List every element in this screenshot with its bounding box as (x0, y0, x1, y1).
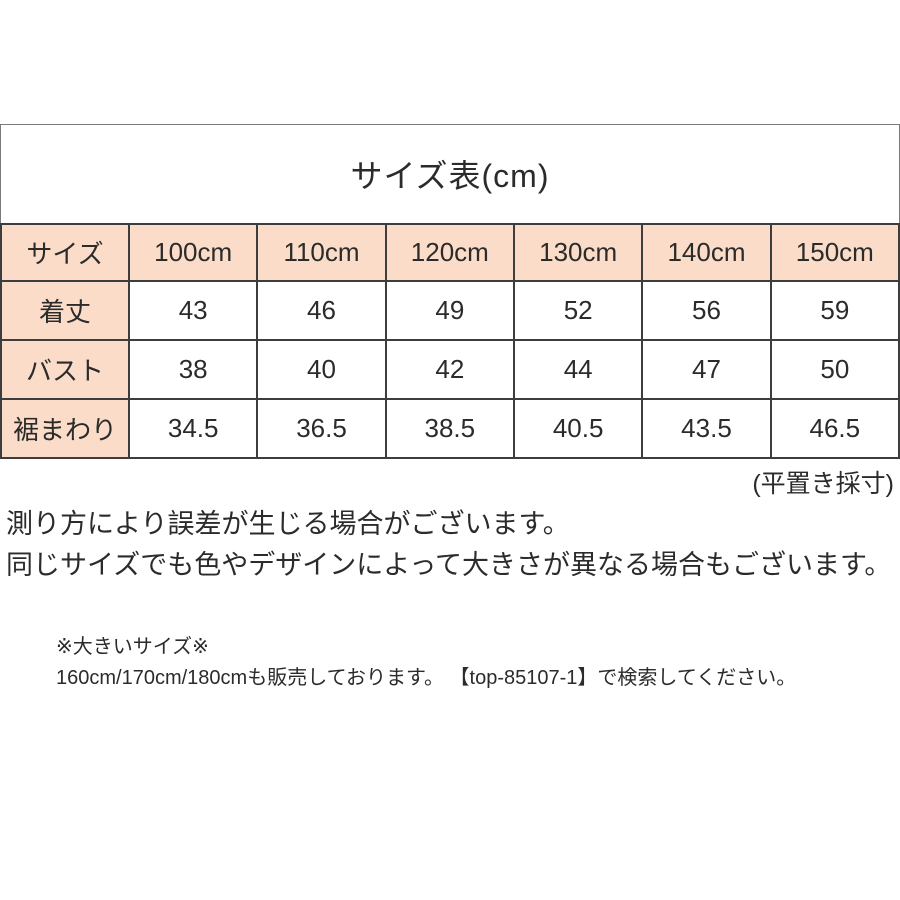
table-cell: 47 (641, 339, 772, 400)
table-row-hem: 裾まわり 34.5 36.5 38.5 40.5 43.5 46.5 (0, 398, 900, 459)
disclaimer-line-2: 同じサイズでも色やデザインによって大きさが異なる場合もございます。 (6, 550, 892, 580)
table-header-cell-140cm: 140cm (641, 223, 772, 282)
page-title: サイズ表(cm) (350, 158, 550, 194)
table-header-cell-110cm: 110cm (256, 223, 387, 282)
big-size-note-text: 160cm/170cm/180cmも販売しております。 【top-85107-1… (56, 667, 797, 689)
table-cell: 40.5 (512, 398, 644, 459)
disclaimer-line-1: 測り方により誤差が生じる場合がございます。 (6, 509, 570, 539)
table-header-cell-100cm: 100cm (127, 223, 259, 282)
table-cell: 46.5 (769, 398, 900, 459)
size-chart-title-box: サイズ表(cm) (0, 124, 900, 223)
table-header-cell-size: サイズ (0, 223, 130, 282)
table-row-bust: バスト 38 40 42 44 47 50 (0, 339, 900, 400)
table-header-cell-120cm: 120cm (384, 223, 515, 282)
disclaimer-text: 測り方により誤差が生じる場合がございます。 同じサイズでも色やデザインによって大… (6, 504, 891, 586)
table-cell: 43.5 (641, 398, 772, 459)
table-cell: 42 (384, 339, 515, 400)
table-row-length: 着丈 43 46 49 52 56 59 (0, 280, 900, 341)
table-cell: 46 (256, 280, 387, 341)
big-size-note-title: ※大きいサイズ※ (56, 636, 209, 658)
table-header-cell-130cm: 130cm (512, 223, 644, 282)
row-label-hem: 裾まわり (0, 398, 130, 459)
table-cell: 38.5 (384, 398, 515, 459)
table-header-row: サイズ 100cm 110cm 120cm 130cm 140cm 150cm (0, 223, 900, 282)
flat-measurement-note: (平置き採寸) (752, 470, 894, 498)
table-cell: 50 (769, 339, 900, 400)
table-cell: 43 (127, 280, 259, 341)
big-size-note: ※大きいサイズ※ 160cm/170cm/180cmも販売しております。 【to… (56, 632, 796, 694)
table-header-cell-150cm: 150cm (769, 223, 900, 282)
table-cell: 40 (256, 339, 387, 400)
table-cell: 56 (641, 280, 772, 341)
table-cell: 38 (127, 339, 259, 400)
size-table: サイズ 100cm 110cm 120cm 130cm 140cm 150cm … (0, 223, 900, 459)
row-label-bust: バスト (0, 339, 130, 400)
table-cell: 34.5 (127, 398, 259, 459)
table-cell: 36.5 (256, 398, 387, 459)
table-cell: 44 (512, 339, 644, 400)
table-cell: 59 (769, 280, 900, 341)
row-label-length: 着丈 (0, 280, 130, 341)
table-cell: 52 (512, 280, 644, 341)
table-cell: 49 (384, 280, 515, 341)
